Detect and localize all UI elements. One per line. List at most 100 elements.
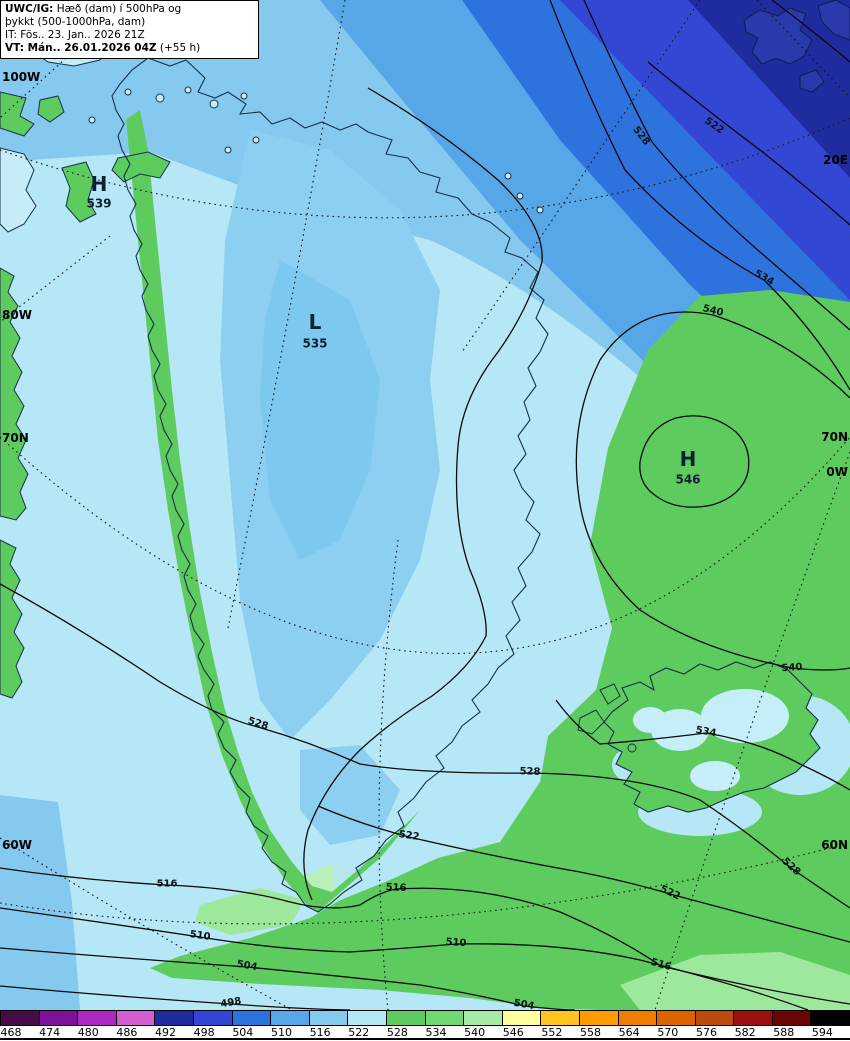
pressure-center-h-546: H bbox=[679, 447, 697, 471]
colorbar-swatch-540 bbox=[464, 1011, 503, 1025]
baffin-strip-2 bbox=[0, 539, 25, 699]
colorbar-tick-516: 516 bbox=[309, 1026, 331, 1039]
colorbar-swatch-492 bbox=[155, 1011, 194, 1025]
colorbar-swatch-528 bbox=[386, 1011, 426, 1025]
edge-label-60w: 60W bbox=[2, 838, 32, 852]
colorbar-tick-546: 546 bbox=[502, 1026, 524, 1039]
fill-534-540-b bbox=[620, 952, 850, 1010]
iceland-icecaps bbox=[633, 689, 789, 791]
island-green-2 bbox=[37, 95, 65, 123]
colorbar-swatch-516 bbox=[309, 1011, 349, 1025]
colorbar-swatch-570 bbox=[657, 1011, 696, 1025]
contour-522-s bbox=[317, 805, 850, 943]
edge-label-70n: 70N bbox=[2, 431, 29, 445]
colorbar-tick-582: 582 bbox=[734, 1026, 756, 1039]
colorbar-tick-486: 486 bbox=[116, 1026, 138, 1039]
greenland-coastline bbox=[111, 57, 549, 913]
colorbar-tick-480: 480 bbox=[77, 1026, 99, 1039]
colorbar-tick-570: 570 bbox=[657, 1026, 679, 1039]
pressure-symbol: H bbox=[90, 172, 108, 196]
colorbar-swatch-498 bbox=[193, 1011, 233, 1025]
colorbar-swatch-564 bbox=[618, 1011, 658, 1025]
pressure-center-h-539: H bbox=[90, 172, 108, 196]
title-line-2: þykkt (500-1000hPa, dam) bbox=[5, 16, 146, 28]
contour-504-s bbox=[0, 947, 576, 1010]
contour-label-516: 516 bbox=[385, 881, 407, 895]
colorbar-swatch-480 bbox=[78, 1011, 117, 1025]
colorbar-underline bbox=[0, 1038, 850, 1040]
colorbar-tick-474: 474 bbox=[39, 1026, 61, 1039]
colorbar-tick-498: 498 bbox=[193, 1026, 215, 1039]
colorbar-swatch-546 bbox=[502, 1011, 542, 1025]
colorbar-swatch-534 bbox=[425, 1011, 465, 1025]
colorbar-labels: 468 474 480 486 492 498 504 510 516 522 528 534 540 5… bbox=[0, 1026, 850, 1039]
contour-498-s bbox=[0, 985, 351, 1010]
pressure-symbol: L bbox=[308, 310, 322, 334]
pressure-value: 546 bbox=[675, 472, 700, 487]
colorbar-tick-510: 510 bbox=[270, 1026, 292, 1039]
colorbar-tick-594: 594 bbox=[811, 1026, 833, 1039]
colorbar-swatch-474 bbox=[39, 1011, 79, 1025]
contour-522-ne bbox=[647, 61, 850, 226]
colorbar-swatch-576 bbox=[695, 1011, 735, 1025]
colorbar-swatch-522 bbox=[348, 1011, 387, 1025]
edge-label-70n: 70N bbox=[821, 430, 848, 444]
title-box: UWC/IG: Hæð (dam) í 500hPa og þykkt (500… bbox=[0, 0, 259, 59]
colorbar-tick-468: 468 bbox=[0, 1026, 22, 1039]
title-line-3: IT: Fös.. 23. Jan.. 2026 21Z bbox=[5, 29, 145, 41]
colorbar-tick-552: 552 bbox=[541, 1026, 563, 1039]
edge-label-100w: 100W bbox=[2, 70, 41, 84]
contour-534-ne bbox=[549, 0, 850, 391]
graticule bbox=[0, 0, 850, 1010]
pressure-symbol: H bbox=[679, 447, 697, 471]
island-green-4 bbox=[111, 151, 171, 183]
colorbar-swatch-510 bbox=[271, 1011, 310, 1025]
fill-interior-3 bbox=[300, 745, 400, 845]
contour-516-ne bbox=[771, 0, 850, 63]
island-green-1 bbox=[0, 91, 35, 137]
colorbar-tick-564: 564 bbox=[618, 1026, 640, 1039]
colorbar-tick-576: 576 bbox=[695, 1026, 717, 1039]
pressure-value-text: 546 bbox=[675, 472, 701, 487]
contour-528-s bbox=[0, 583, 850, 909]
contour-510-s bbox=[0, 907, 809, 1010]
pressure-value-text: 535 bbox=[302, 336, 328, 351]
edge-label-60n: 60N bbox=[821, 838, 848, 852]
pressure-value-text: 539 bbox=[86, 196, 112, 211]
colorbar-swatch-504 bbox=[232, 1011, 272, 1025]
colorbar-swatches bbox=[0, 1010, 850, 1026]
edge-label-20e: 20E bbox=[823, 153, 848, 167]
pressure-center-l-535: L bbox=[308, 310, 322, 334]
contour-528-ne bbox=[583, 0, 850, 331]
colorbar-tick-492: 492 bbox=[155, 1026, 177, 1039]
edge-label-0w: 0W bbox=[826, 465, 848, 479]
fill-516-522-sw bbox=[0, 795, 80, 1010]
colorbar-tick-540: 540 bbox=[464, 1026, 486, 1039]
fill-534-540-a bbox=[195, 888, 305, 935]
thickness-colorbar: 468 474 480 486 492 498 504 510 516 522 528 534 540 5… bbox=[0, 1010, 850, 1041]
contour-546-closed bbox=[639, 415, 750, 508]
colorbar-tick-522: 522 bbox=[348, 1026, 370, 1039]
contour-central bbox=[303, 87, 543, 901]
pressure-value: 539 bbox=[86, 196, 111, 211]
colorbar-tick-588: 588 bbox=[773, 1026, 795, 1039]
contour-label-540: 540 bbox=[781, 661, 803, 675]
edge-label-80w: 80W bbox=[2, 308, 32, 322]
height-contours bbox=[0, 0, 850, 1010]
colorbar-tick-558: 558 bbox=[580, 1026, 602, 1039]
colorbar-swatch-486 bbox=[116, 1011, 156, 1025]
colorbar-tick-528: 528 bbox=[386, 1026, 408, 1039]
contour-label-510: 510 bbox=[445, 936, 467, 950]
pressure-value: 535 bbox=[302, 336, 327, 351]
colorbar-tick-534: 534 bbox=[425, 1026, 447, 1039]
fill-westcoast-green bbox=[126, 110, 420, 912]
colorbar-swatch-552 bbox=[541, 1011, 580, 1025]
colorbar-tick-504: 504 bbox=[232, 1026, 254, 1039]
colorbar-swatch-558 bbox=[579, 1011, 619, 1025]
contour-540 bbox=[575, 311, 850, 671]
colorbar-swatch-588 bbox=[772, 1011, 812, 1025]
fill-interior-2 bbox=[260, 260, 380, 560]
island-green-3 bbox=[61, 161, 97, 223]
contour-label-528: 528 bbox=[519, 766, 541, 778]
